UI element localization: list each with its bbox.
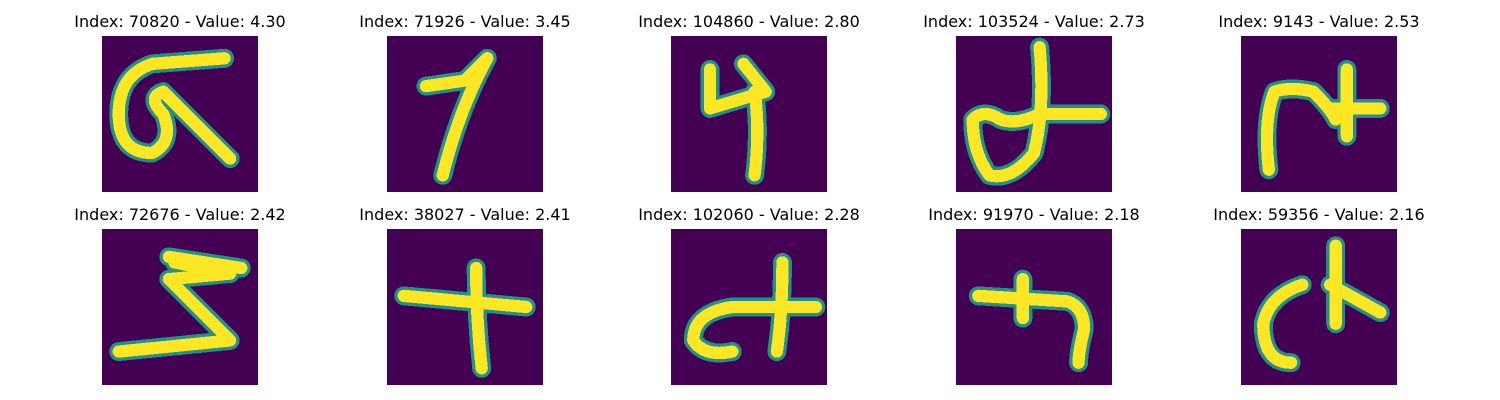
digit-image — [387, 229, 543, 385]
image-panel: Index: 103524 - Value: 2.73 — [904, 12, 1164, 192]
image-panel: Index: 70820 - Value: 4.30 — [50, 12, 310, 192]
image-panel: Index: 38027 - Value: 2.41 — [335, 205, 595, 385]
panel-title: Index: 71926 - Value: 3.45 — [359, 12, 571, 31]
digit-image — [102, 36, 258, 192]
stroke-core — [748, 85, 764, 182]
glyph-h — [671, 229, 827, 385]
panel-title: Index: 91970 - Value: 2.18 — [928, 205, 1140, 224]
stroke-core — [687, 300, 739, 360]
digit-image — [1241, 36, 1397, 192]
glyph-c — [671, 36, 827, 192]
stroke-core — [703, 57, 772, 115]
panel-title: Index: 72676 - Value: 2.42 — [74, 205, 286, 224]
glyph-b — [387, 36, 543, 192]
image-panel: Index: 102060 - Value: 2.28 — [619, 205, 879, 385]
glyph-j — [1241, 229, 1397, 385]
image-panel: Index: 91970 - Value: 2.18 — [904, 205, 1164, 385]
panel-title: Index: 59356 - Value: 2.16 — [1213, 205, 1425, 224]
stroke-core — [470, 261, 488, 375]
panel-title: Index: 104860 - Value: 2.80 — [638, 12, 860, 31]
digit-image — [387, 36, 543, 192]
stroke-core — [972, 289, 1091, 369]
stroke-core — [1324, 278, 1387, 319]
panel-title: Index: 70820 - Value: 4.30 — [74, 12, 286, 31]
image-panel: Index: 71926 - Value: 3.45 — [335, 12, 595, 192]
digit-image — [956, 229, 1112, 385]
image-panel: Index: 59356 - Value: 2.16 — [1189, 205, 1449, 385]
image-panel: Index: 9143 - Value: 2.53 — [1189, 12, 1449, 192]
stroke-core — [1257, 278, 1309, 369]
panel-title: Index: 38027 - Value: 2.41 — [359, 205, 571, 224]
panel-title: Index: 9143 - Value: 2.53 — [1218, 12, 1420, 31]
stroke-core — [966, 41, 1107, 183]
glyph-i — [956, 229, 1112, 385]
glyph-d — [956, 36, 1112, 192]
digit-image — [1241, 229, 1397, 385]
stroke-core — [436, 52, 494, 182]
glyph-f — [102, 229, 258, 385]
digit-image — [956, 36, 1112, 192]
stroke-core — [112, 256, 237, 358]
glyph-g — [387, 229, 543, 385]
panel-title: Index: 102060 - Value: 2.28 — [638, 205, 860, 224]
digit-image — [102, 229, 258, 385]
digit-image — [671, 36, 827, 192]
stroke-core — [112, 52, 237, 165]
panel-title: Index: 103524 - Value: 2.73 — [923, 12, 1145, 31]
image-panel: Index: 72676 - Value: 2.42 — [50, 205, 310, 385]
image-panel: Index: 104860 - Value: 2.80 — [619, 12, 879, 192]
glyph-e — [1241, 36, 1397, 192]
stroke-core — [397, 289, 533, 314]
glyph-a — [102, 36, 258, 192]
digit-image — [671, 229, 827, 385]
